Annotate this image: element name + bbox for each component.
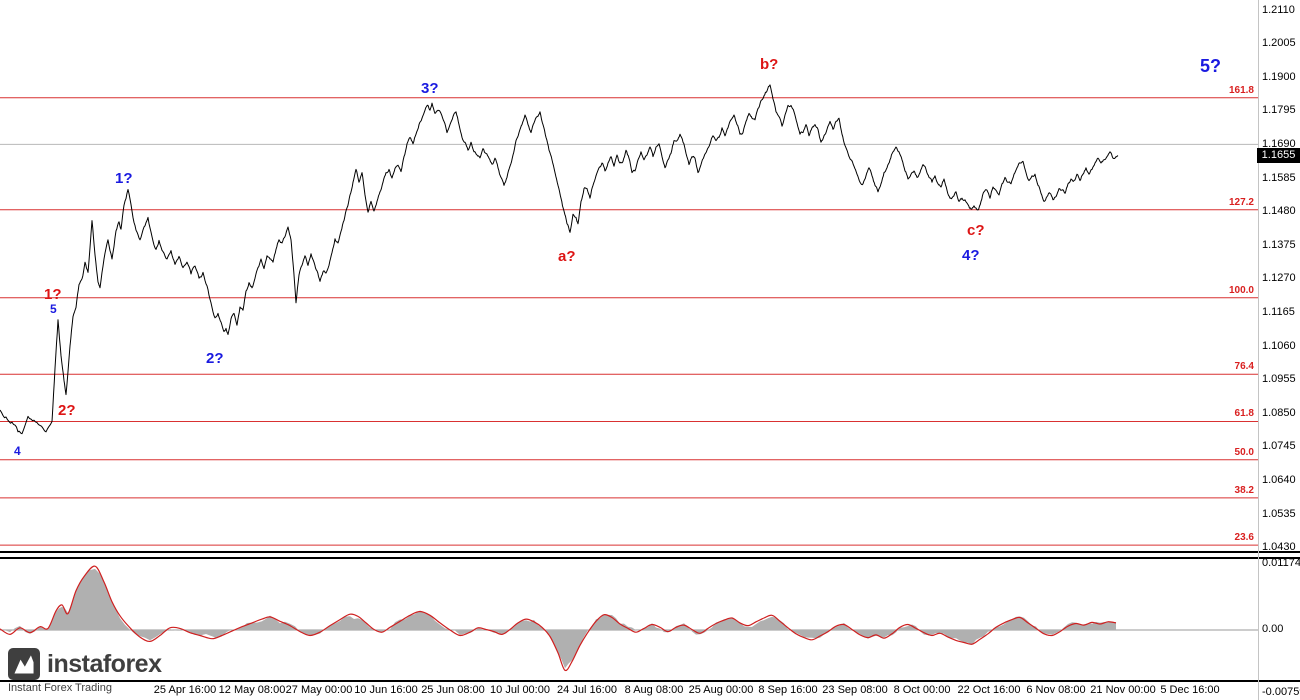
fib-level-label: 161.8 — [1228, 85, 1254, 96]
time-axis-label: 8 Aug 08:00 — [624, 684, 684, 696]
time-axis-label: 25 Jun 08:00 — [421, 684, 485, 696]
panel-separator-top[interactable] — [0, 551, 1300, 553]
indicator-histogram — [0, 568, 1116, 669]
time-axis-label: 12 May 08:00 — [218, 684, 286, 696]
wave-label-2q[interactable]: 2? — [58, 402, 76, 419]
time-axis-label: 6 Nov 08:00 — [1026, 684, 1086, 696]
fib-level-label: 127.2 — [1228, 197, 1254, 208]
price-axis-label: 1.1900 — [1262, 70, 1296, 83]
wave-label-aq[interactable]: a? — [558, 248, 576, 265]
price-axis-label: 1.1165 — [1262, 305, 1295, 318]
wave-label-bq[interactable]: b? — [760, 56, 779, 73]
wave-label-3q[interactable]: 3? — [421, 80, 439, 97]
instaforex-watermark: instaforex Instant Forex Trading — [8, 648, 162, 694]
time-axis-label: 23 Sep 08:00 — [822, 684, 888, 696]
wave-label-cq[interactable]: c? — [967, 222, 985, 239]
fib-level-label: 38.2 — [1234, 485, 1254, 496]
indicator-signal-line — [0, 565, 1117, 672]
wave-label-2q[interactable]: 2? — [206, 350, 224, 367]
time-axis-label: 8 Sep 16:00 — [758, 684, 818, 696]
indicator-zero-label: 0.00 — [1262, 623, 1284, 635]
instaforex-logo-icon — [8, 648, 40, 680]
wave-label-5q[interactable]: 5? — [1200, 56, 1222, 76]
instaforex-tagline: Instant Forex Trading — [8, 682, 112, 694]
fib-level-label: 50.0 — [1234, 447, 1254, 458]
price-axis-label: 1.0640 — [1262, 473, 1296, 486]
price-axis-label: 1.0850 — [1262, 406, 1296, 419]
current-price-value: 1.1655 — [1261, 149, 1296, 161]
time-axis-separator — [0, 680, 1300, 682]
time-axis-label: 22 Oct 16:00 — [957, 684, 1021, 696]
price-axis-label: 1.0535 — [1262, 507, 1296, 520]
price-axis-label: 1.1375 — [1262, 238, 1296, 251]
time-axis-label: 24 Jul 16:00 — [557, 684, 617, 696]
price-axis-label: 1.1480 — [1262, 205, 1296, 218]
time-axis-label: 25 Apr 16:00 — [153, 684, 217, 696]
price-axis-label: 1.1795 — [1262, 104, 1296, 117]
price-axis-label: 1.1585 — [1262, 171, 1296, 184]
indicator-max-label: 0.01174 — [1262, 557, 1300, 569]
time-axis-label: 27 May 00:00 — [285, 684, 353, 696]
time-axis-label: 10 Jul 00:00 — [490, 684, 550, 696]
fib-level-label: 61.8 — [1234, 408, 1254, 419]
price-line — [0, 84, 1119, 435]
price-axis-label: 1.2110 — [1262, 3, 1295, 16]
price-axis-label: 1.0745 — [1262, 440, 1296, 453]
wave-label-4q[interactable]: 4? — [962, 247, 980, 264]
price-axis-label: 1.1270 — [1262, 272, 1296, 285]
fib-level-label: 23.6 — [1234, 532, 1254, 543]
time-axis-label: 8 Oct 00:00 — [893, 684, 951, 696]
panel-separator-bottom[interactable] — [0, 557, 1300, 559]
price-axis-label: 1.1690 — [1262, 137, 1296, 150]
time-axis-label: 21 Nov 00:00 — [1090, 684, 1156, 696]
time-axis-label: 5 Dec 16:00 — [1160, 684, 1220, 696]
indicator-min-label: -0.00759 — [1262, 686, 1300, 698]
wave-label-4[interactable]: 4 — [14, 444, 21, 458]
instaforex-brand-text: instaforex — [47, 649, 162, 678]
price-axis-label: 1.0955 — [1262, 373, 1296, 386]
price-axis-label: 1.1060 — [1262, 339, 1296, 352]
time-axis-label: 25 Aug 00:00 — [688, 684, 754, 696]
wave-label-5[interactable]: 5 — [50, 302, 57, 316]
wave-label-1q[interactable]: 1? — [115, 170, 133, 187]
price-axis-label: 1.0430 — [1262, 541, 1296, 554]
price-axis-label: 1.2005 — [1262, 37, 1296, 50]
time-axis-label: 10 Jun 16:00 — [354, 684, 418, 696]
wave-label-1q[interactable]: 1? — [44, 286, 62, 303]
fib-level-label: 100.0 — [1228, 285, 1254, 296]
fib-level-label: 76.4 — [1234, 361, 1254, 372]
current-price-badge: 1.1655 — [1257, 148, 1300, 163]
